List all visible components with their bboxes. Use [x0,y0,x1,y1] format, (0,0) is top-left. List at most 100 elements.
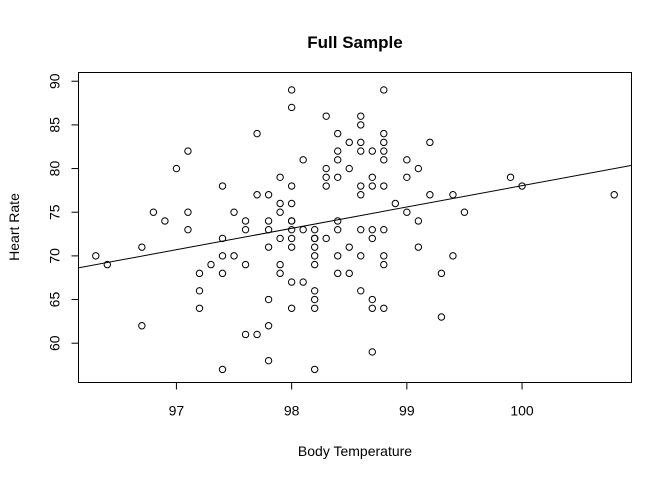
data-point [391,199,400,208]
data-point [368,304,376,312]
data-point [287,86,296,94]
data-point [334,217,342,225]
data-point [322,234,330,243]
data-point [414,217,423,225]
data-point [357,287,365,295]
data-point [310,304,319,312]
y-tick-label: 90 [47,73,63,89]
data-point [276,199,284,208]
data-point [310,287,319,295]
data-point [345,138,353,147]
data-point [403,173,411,181]
y-tick-label: 60 [47,335,63,351]
data-point [207,260,215,269]
data-point [334,225,342,234]
data-point [195,287,204,295]
data-point [299,278,307,286]
data-point [218,252,227,260]
y-tick-label: 80 [47,161,63,177]
data-point [506,173,515,181]
data-point [368,295,376,304]
data-point [322,112,330,120]
data-point [276,208,284,216]
data-point [92,252,100,260]
data-point [276,173,284,181]
data-point [299,156,307,164]
data-point [380,304,388,312]
data-point [357,112,365,120]
data-point [610,191,618,199]
data-point [403,156,411,164]
data-point [310,260,319,269]
data-point [218,269,227,278]
y-tick-label: 65 [47,292,63,308]
data-point [230,252,238,260]
data-point [287,278,296,286]
data-point [368,147,376,155]
data-point [449,252,457,260]
data-point [276,260,284,269]
data-point [380,156,388,164]
x-tick-label: 98 [284,403,300,419]
data-point [264,295,273,304]
data-point [368,348,376,356]
data-point [161,217,169,225]
data-point [103,260,112,269]
data-point [287,182,296,190]
data-point [345,164,353,173]
data-point [287,243,296,251]
y-tick-label: 70 [47,248,63,264]
data-point [172,164,181,173]
data-point [357,147,365,155]
data-point [380,147,388,155]
data-point [264,322,273,330]
data-point [253,129,261,138]
data-point [287,304,296,312]
data-point [357,252,365,260]
data-point [334,147,342,155]
data-point [357,121,365,129]
data-point [299,225,307,234]
data-point [414,243,423,251]
data-point [334,173,342,181]
data-point [368,234,376,243]
x-tick-label: 99 [399,403,415,419]
data-point [334,129,342,138]
data-point [264,225,273,234]
data-point [276,269,284,278]
data-point [460,208,469,216]
data-point [310,295,319,304]
data-point [437,313,446,321]
chart-title: Full Sample [307,33,402,52]
data-point [276,234,284,243]
y-axis: 60 65 70 75 80 85 90 [47,73,79,351]
data-point [264,243,273,251]
data-point [218,234,227,243]
data-point [264,191,273,199]
data-point [264,217,273,225]
data-point [253,191,261,199]
data-point [184,225,192,234]
x-tick-label: 97 [169,403,185,419]
data-point [345,269,353,278]
data-point [426,191,434,199]
data-point [380,260,388,269]
data-point [334,252,342,260]
data-point [138,322,146,330]
data-point [380,86,388,94]
data-point [437,269,446,278]
data-point [195,269,204,278]
data-point [310,234,319,243]
data-point [357,182,365,190]
regression-line-group [79,164,631,269]
data-point [287,217,296,225]
data-point [138,243,146,251]
data-point [380,252,388,260]
data-point [380,129,388,138]
plot-frame [78,72,632,383]
y-tick-label: 85 [47,117,63,133]
data-point [184,208,192,216]
data-point [414,164,423,173]
data-point [357,138,365,147]
data-point [368,225,376,234]
